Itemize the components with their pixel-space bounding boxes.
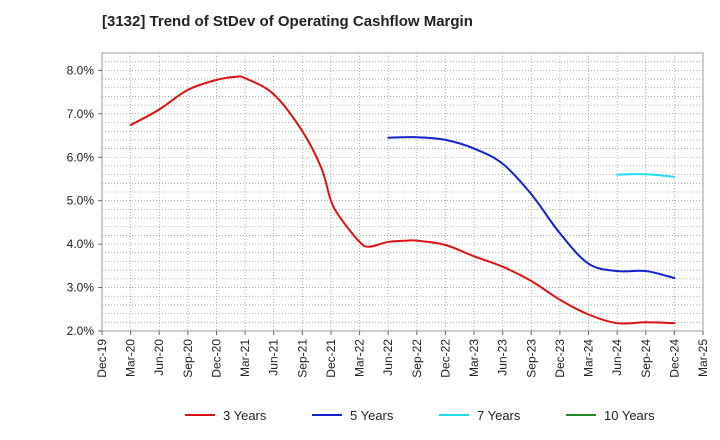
y-tick-label: 8.0% [67,63,95,77]
x-tick-label: Jun-20 [152,339,166,376]
legend-label-10-years: 10 Years [604,408,655,423]
series-line-3-years [129,75,676,325]
x-tick-label: Sep-22 [410,339,424,378]
x-tick-label: Dec-22 [438,339,452,378]
y-tick-label: 4.0% [67,237,95,251]
y-axis: 2.0% 3.0% 4.0% 5.0% 6.0% 7.0% 8.0% [67,63,102,338]
y-tick-label: 5.0% [67,194,95,208]
x-tick-label: Dec-19 [95,339,109,378]
series-line-5-years [387,136,676,280]
x-tick-label: Sep-23 [524,339,538,378]
chart-title: [3132] Trend of StDev of Operating Cashf… [102,13,473,30]
legend: 3 Years 5 Years 7 Years 10 Years [185,408,655,423]
x-tick-label: Jun-24 [610,339,624,376]
grid-lines [102,53,703,331]
x-tick-label: Dec-24 [667,339,681,378]
x-tick-label: Mar-23 [467,339,481,377]
x-tick-label: Mar-21 [238,339,252,377]
x-tick-label: Mar-24 [582,339,596,377]
x-tick-label: Jun-22 [381,339,395,376]
x-tick-label: Mar-20 [124,339,138,377]
x-tick-label: Sep-20 [181,339,195,378]
legend-label-3-years: 3 Years [223,408,267,423]
y-tick-label: 2.0% [67,324,95,338]
x-tick-label: Dec-21 [324,339,338,378]
x-tick-label: Dec-23 [553,339,567,378]
x-tick-label: Sep-24 [639,339,653,378]
x-tick-label: Mar-25 [696,339,710,377]
y-tick-label: 7.0% [67,107,95,121]
x-axis: Dec-19 Mar-20 Jun-20 Sep-20 Dec-20 Mar-21 Jun-… [95,331,710,378]
x-tick-label: Dec-20 [209,339,223,378]
x-tick-label: Mar-22 [353,339,367,377]
series-line-7-years [616,173,676,178]
legend-label-7-years: 7 Years [477,408,521,423]
x-tick-label: Sep-21 [295,339,309,378]
x-tick-label: Jun-23 [496,339,510,376]
y-tick-label: 6.0% [67,150,95,164]
series-lines [129,75,676,325]
x-tick-label: Jun-21 [267,339,281,376]
legend-label-5-years: 5 Years [350,408,394,423]
y-tick-label: 3.0% [67,281,95,295]
